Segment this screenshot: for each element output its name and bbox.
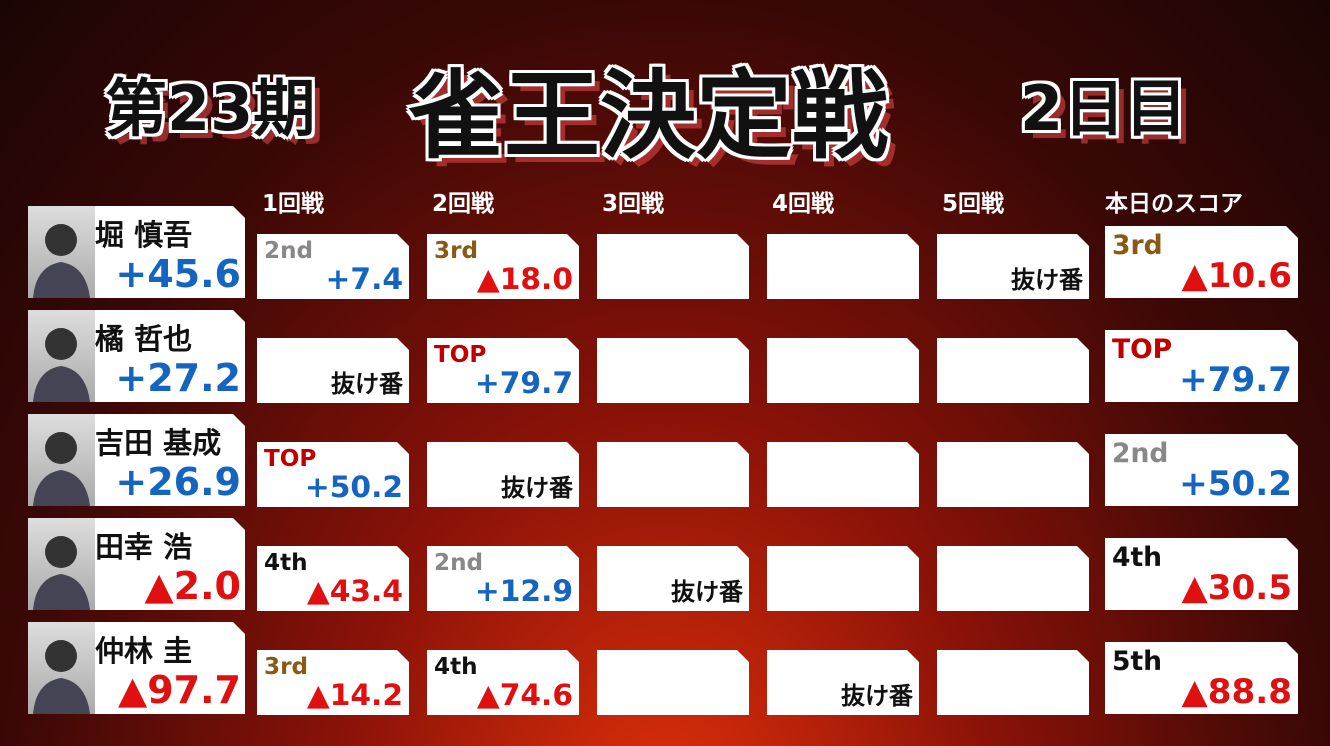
name-box: 田幸 浩 ▲2.0 xyxy=(95,518,245,610)
score-cell xyxy=(937,338,1089,403)
score-cell: 2nd +12.9 xyxy=(427,546,579,611)
score-cell: 2nd +7.4 xyxy=(257,234,409,299)
score-cell xyxy=(937,546,1089,611)
column-header: 4回戦 xyxy=(772,191,835,217)
player-photo xyxy=(28,206,95,298)
score-cell xyxy=(767,234,919,299)
score-cell xyxy=(937,442,1089,507)
column-header: 5回戦 xyxy=(942,191,1005,217)
rank: TOP xyxy=(264,446,317,472)
score: +50.2 xyxy=(304,470,403,505)
rank: 3rd xyxy=(1112,230,1163,261)
player-name: 吉田 基成 xyxy=(95,426,222,460)
score-cell: 2nd +50.2 xyxy=(1105,434,1298,506)
rank: 4th xyxy=(1112,542,1163,573)
score: ▲10.6 xyxy=(1181,256,1292,296)
silhouette xyxy=(33,432,90,506)
player-total: ▲2.0 xyxy=(144,564,241,608)
skip-note: 抜け番 xyxy=(841,682,913,710)
column-header: 3回戦 xyxy=(602,191,665,217)
player-total: +45.6 xyxy=(115,252,241,296)
score: ▲88.8 xyxy=(1181,672,1292,712)
score: ▲14.2 xyxy=(306,678,403,713)
score-cell: 4th ▲43.4 xyxy=(257,546,409,611)
title-left: 第23期 xyxy=(105,72,316,145)
score-cell xyxy=(937,650,1089,715)
score: ▲74.6 xyxy=(476,678,573,713)
player-name: 田幸 浩 xyxy=(95,530,193,564)
score-cell xyxy=(597,442,749,507)
skip-note: 抜け番 xyxy=(671,578,743,606)
rank: 5th xyxy=(1112,646,1163,677)
score: ▲30.5 xyxy=(1181,568,1292,608)
score-cell: 4th ▲74.6 xyxy=(427,650,579,715)
title-right: 2日目 xyxy=(1020,72,1188,145)
column-header: 1回戦 xyxy=(262,191,325,217)
score-cell: 5th ▲88.8 xyxy=(1105,642,1298,714)
name-box: 吉田 基成 +26.9 xyxy=(95,414,245,506)
silhouette xyxy=(33,536,90,610)
score-cell: 抜け番 xyxy=(597,546,749,611)
rank: TOP xyxy=(434,342,487,368)
score-cell: 3rd ▲18.0 xyxy=(427,234,579,299)
name-box: 仲林 圭 ▲97.7 xyxy=(95,622,245,714)
name-box: 堀 慎吾 +45.6 xyxy=(95,206,245,298)
score-cell: 抜け番 xyxy=(767,650,919,715)
score-cell: 抜け番 xyxy=(257,338,409,403)
score-cell xyxy=(767,338,919,403)
score-cell: 4th ▲30.5 xyxy=(1105,538,1298,610)
player-total: +26.9 xyxy=(115,460,241,504)
score: ▲18.0 xyxy=(476,262,573,297)
score-cell: TOP +50.2 xyxy=(257,442,409,507)
skip-note: 抜け番 xyxy=(501,474,573,502)
score: +12.9 xyxy=(474,574,573,609)
player-name: 橘 哲也 xyxy=(95,322,193,356)
skip-note: 抜け番 xyxy=(1011,266,1083,294)
score-cell: 3rd ▲10.6 xyxy=(1105,226,1298,298)
rank: 2nd xyxy=(434,550,484,576)
rank: 4th xyxy=(434,654,478,680)
score: +79.7 xyxy=(474,366,573,401)
player-photo xyxy=(28,310,95,402)
score-cell xyxy=(597,650,749,715)
score-cell: TOP +79.7 xyxy=(427,338,579,403)
score: ▲43.4 xyxy=(306,574,403,609)
score-cell: 3rd ▲14.2 xyxy=(257,650,409,715)
rank: 2nd xyxy=(1112,438,1169,469)
rank: 3rd xyxy=(434,238,478,264)
score-cell xyxy=(597,234,749,299)
rank: 4th xyxy=(264,550,308,576)
rank: 2nd xyxy=(264,238,314,264)
score-cell: 抜け番 xyxy=(937,234,1089,299)
player-total: ▲97.7 xyxy=(118,668,241,712)
rank: 3rd xyxy=(264,654,308,680)
player-name: 堀 慎吾 xyxy=(95,218,193,252)
score-cell: 抜け番 xyxy=(427,442,579,507)
score-cell xyxy=(767,546,919,611)
player-total: +27.2 xyxy=(115,356,241,400)
score: +50.2 xyxy=(1179,464,1292,504)
score-cell xyxy=(767,442,919,507)
silhouette xyxy=(33,328,90,402)
player-name: 仲林 圭 xyxy=(95,634,193,668)
title-main: 雀王決定戦 xyxy=(408,60,888,172)
name-box: 橘 哲也 +27.2 xyxy=(95,310,245,402)
score-cell: TOP +79.7 xyxy=(1105,330,1298,402)
silhouette xyxy=(33,640,90,714)
silhouette xyxy=(33,224,90,298)
player-photo xyxy=(28,414,95,506)
rank: TOP xyxy=(1112,334,1173,365)
player-photo xyxy=(28,518,95,610)
score-cell xyxy=(597,338,749,403)
column-header: 本日のスコア xyxy=(1105,191,1243,217)
score: +79.7 xyxy=(1179,360,1292,400)
column-header: 2回戦 xyxy=(432,191,495,217)
player-photo xyxy=(28,622,95,714)
skip-note: 抜け番 xyxy=(331,370,403,398)
score: +7.4 xyxy=(325,262,403,297)
